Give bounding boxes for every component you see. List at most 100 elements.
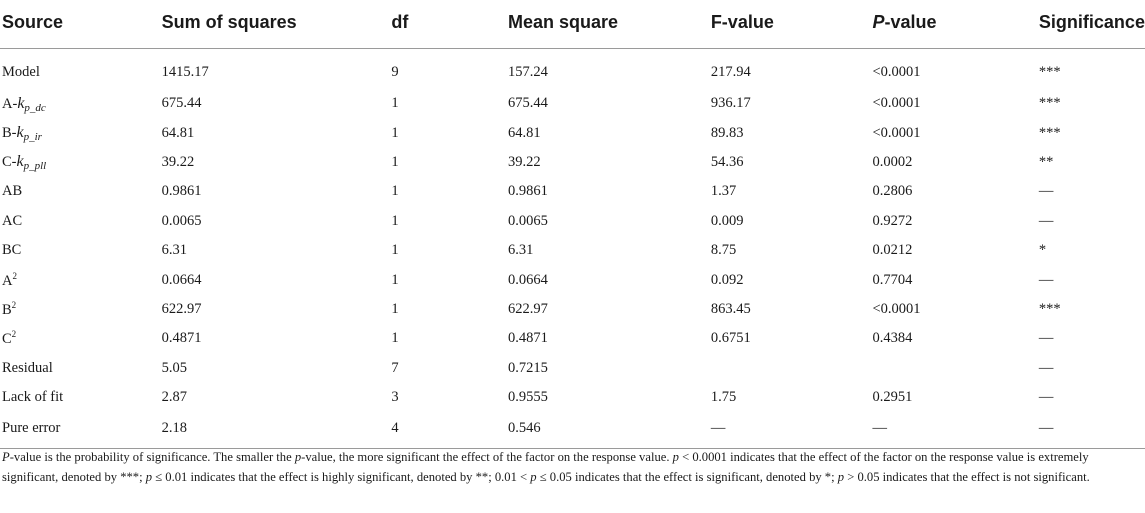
source-label: C — [2, 331, 12, 348]
header-sum-of-squares: Sum of squares — [159, 0, 390, 49]
table-row: Model 1415.17 9 157.24 217.94 <0.0001 *** — [0, 49, 1145, 90]
mean-square-cell: 0.4871 — [507, 330, 548, 347]
footnote-text: ≤ 0.01 indicates that the effect is high… — [152, 469, 531, 484]
p-value-cell: 0.0212 — [872, 242, 913, 259]
table-row: Residual 5.05 7 0.7215 — — [0, 354, 1145, 383]
df-cell: 1 — [391, 183, 399, 200]
source-label: Model — [2, 63, 40, 80]
mean-square-cell: 157.24 — [507, 63, 548, 80]
source-cell: BC — [0, 236, 160, 265]
footnote-text: -value is the probability of significanc… — [9, 450, 295, 464]
footnote-text: > 0.05 indicates that the effect is not … — [844, 469, 1090, 484]
significance-cell: *** — [1038, 124, 1061, 141]
df-cell: 1 — [391, 242, 399, 259]
significance-cell: — — [1036, 412, 1145, 450]
header-f-value: F-value — [708, 0, 871, 49]
df-cell: 1 — [391, 95, 399, 112]
table-row: AB 0.9861 1 0.9861 1.37 0.2806 — — [0, 177, 1145, 206]
footnote-italic-p: p — [530, 469, 537, 484]
source-cell: Lack of fit — [0, 383, 160, 412]
f-value-cell: 0.6751 — [710, 330, 751, 347]
significance-cell: *** — [1038, 300, 1061, 317]
significance-cell: ** — [1038, 153, 1054, 170]
mean-square-cell: 0.9861 — [507, 183, 548, 200]
source-superscript: 2 — [12, 270, 17, 281]
source-cell: B-kp_ir — [0, 118, 160, 147]
df-cell: 1 — [391, 124, 399, 141]
source-label: Residual — [2, 359, 53, 376]
df-cell: 9 — [391, 63, 399, 80]
mean-square-cell: 675.44 — [507, 95, 548, 112]
source-subscript: p_ir — [23, 131, 42, 144]
footnote-text: -value, the more significant the effect … — [301, 450, 673, 464]
source-k-symbol: k — [16, 124, 24, 142]
f-value-cell: 1.37 — [710, 183, 737, 200]
source-cell: Residual — [0, 354, 160, 383]
p-value-cell: 0.2951 — [872, 389, 913, 406]
header-source: Source — [0, 0, 160, 49]
significance-cell: — — [1038, 389, 1054, 406]
source-cell: A-kp_dc — [0, 89, 160, 118]
f-value-cell: 863.45 — [710, 300, 751, 317]
mean-square-cell: 0.0065 — [507, 212, 548, 229]
p-value-cell: 0.4384 — [872, 330, 913, 347]
p-value-cell: — — [870, 412, 1037, 450]
df-cell: 1 — [391, 271, 399, 288]
f-value-cell: 217.94 — [710, 63, 751, 80]
mean-square-cell: 622.97 — [507, 300, 548, 317]
df-cell: 4 — [389, 412, 506, 450]
mean-square-cell: 0.9555 — [507, 389, 548, 406]
sum-of-squares-cell: 6.31 — [161, 242, 187, 259]
source-prefix: C- — [2, 154, 17, 171]
table-row: Pure error 2.18 4 0.546— — — — [0, 412, 1145, 450]
source-k-symbol: k — [16, 153, 24, 171]
significance-cell: * — [1038, 242, 1047, 259]
mean-square-cell: 0.546 — [505, 412, 709, 450]
p-value-cell: 0.2806 — [872, 183, 913, 200]
source-cell: AB — [0, 177, 160, 206]
mean-square-cell: 0.7215 — [507, 359, 548, 376]
table-row: B2 622.97 1 622.97 863.45 <0.0001 *** — [0, 295, 1145, 324]
footnote-italic-p: p — [837, 469, 845, 484]
anova-table: Source Sum of squares df Mean square F-value… — [0, 0, 1145, 450]
table-row: C2 0.4871 1 0.4871 0.6751 0.4384— — [0, 324, 1145, 353]
source-cell: Pure error — [0, 412, 160, 450]
sum-of-squares-cell: 5.05 — [161, 359, 187, 376]
significance-cell: — — [1038, 330, 1054, 347]
sum-of-squares-cell: 0.4871 — [161, 330, 202, 347]
sum-of-squares-cell: 1415.17 — [161, 63, 209, 80]
source-subscript: p_pll — [23, 160, 47, 173]
table-body: Model 1415.17 9 157.24 217.94 <0.0001 *** A-kp_… — [0, 49, 1145, 450]
source-subscript: p_dc — [24, 101, 46, 114]
f-value-cell — [709, 354, 871, 383]
source-label: A — [2, 272, 13, 289]
table-row: C-kp_pll 39.22 1 39.22 54.36 0.0002 ** — [0, 148, 1145, 177]
p-value-cell: 0.9272 — [872, 212, 913, 229]
df-cell: 3 — [391, 389, 399, 406]
sum-of-squares-cell: 0.9861 — [161, 183, 202, 200]
f-value-cell: 1.75 — [710, 389, 737, 406]
f-value-cell: 54.36 — [710, 153, 744, 170]
table-header: Source Sum of squares df Mean square F-value… — [0, 0, 1145, 49]
f-value-cell: 936.17 — [710, 95, 751, 112]
p-value-cell: <0.0001 — [872, 95, 921, 112]
significance-cell: — — [1038, 212, 1054, 229]
p-value-cell: <0.0001 — [872, 124, 921, 141]
source-label: BC — [2, 242, 22, 259]
source-label: Pure error — [2, 419, 61, 436]
mean-square-cell: 39.22 — [507, 153, 541, 170]
footnote-italic-p: p — [294, 450, 302, 464]
source-label: Lack of fit — [2, 389, 64, 406]
header-mean-square: Mean square — [505, 0, 709, 49]
footnote-text: < 0.0001 indicates that the effect of th… — [2, 450, 1089, 484]
table-row: Lack of fit 2.87 3 0.9555 1.75 0.2951 — — [0, 383, 1145, 412]
table-footnote: P-value is the probability of significan… — [2, 448, 1142, 487]
sum-of-squares-cell: 675.44 — [161, 95, 202, 112]
header-p-value: P-value — [870, 0, 1037, 49]
sum-of-squares-cell: 2.18 — [159, 412, 390, 450]
footnote-italic-p: p — [145, 469, 153, 484]
significance-cell: *** — [1038, 63, 1061, 80]
source-cell: Model — [0, 49, 160, 90]
p-value-cell — [870, 354, 1036, 383]
